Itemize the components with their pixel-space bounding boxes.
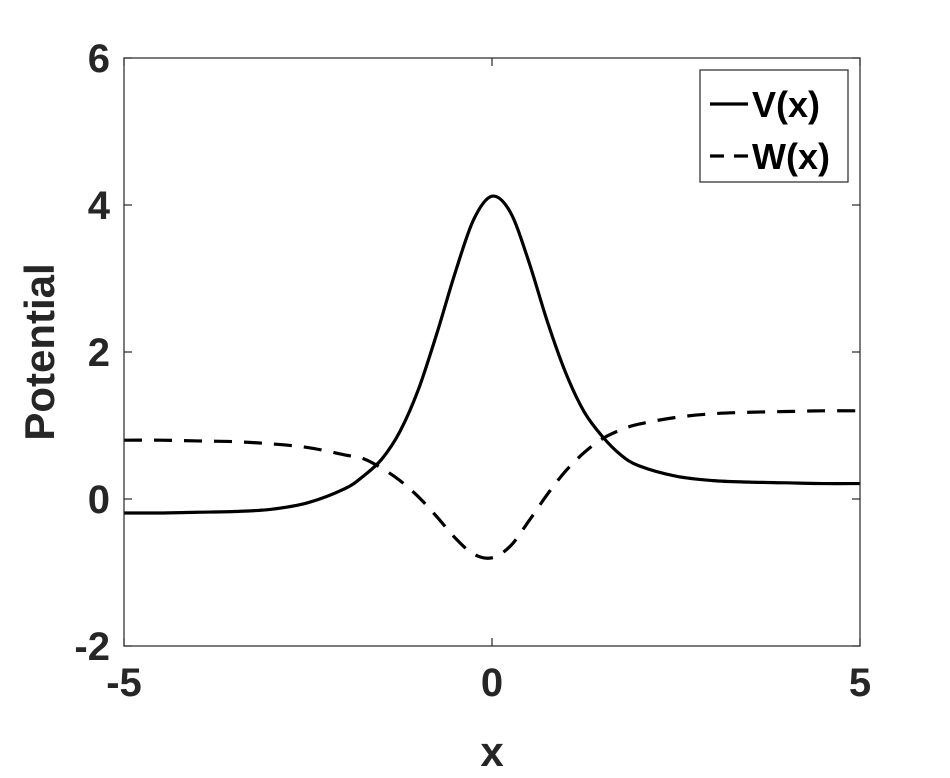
y-tick-label: 0 — [88, 478, 110, 522]
x-tick-label: -5 — [106, 661, 142, 705]
legend-label: V(x) — [752, 84, 820, 125]
y-tick-label: -2 — [74, 625, 110, 669]
legend-box — [699, 69, 849, 183]
plot-area — [123, 194, 861, 560]
legend: V(x) W(x) — [699, 69, 849, 183]
y-tick-label: 4 — [88, 184, 111, 228]
legend-label: W(x) — [752, 136, 830, 177]
y-tick-label: 6 — [88, 37, 110, 81]
series-line-w-x — [123, 409, 861, 560]
x-tick-label: 0 — [481, 661, 503, 705]
series-line-v-x — [123, 194, 861, 515]
y-tick-label: 2 — [88, 331, 110, 375]
x-tick-label: 5 — [849, 661, 871, 705]
y-axis-label: Potential — [16, 263, 63, 440]
axes: -5 0 5 -2 0 2 4 6 — [74, 37, 871, 705]
x-axis-label: x — [480, 728, 504, 775]
